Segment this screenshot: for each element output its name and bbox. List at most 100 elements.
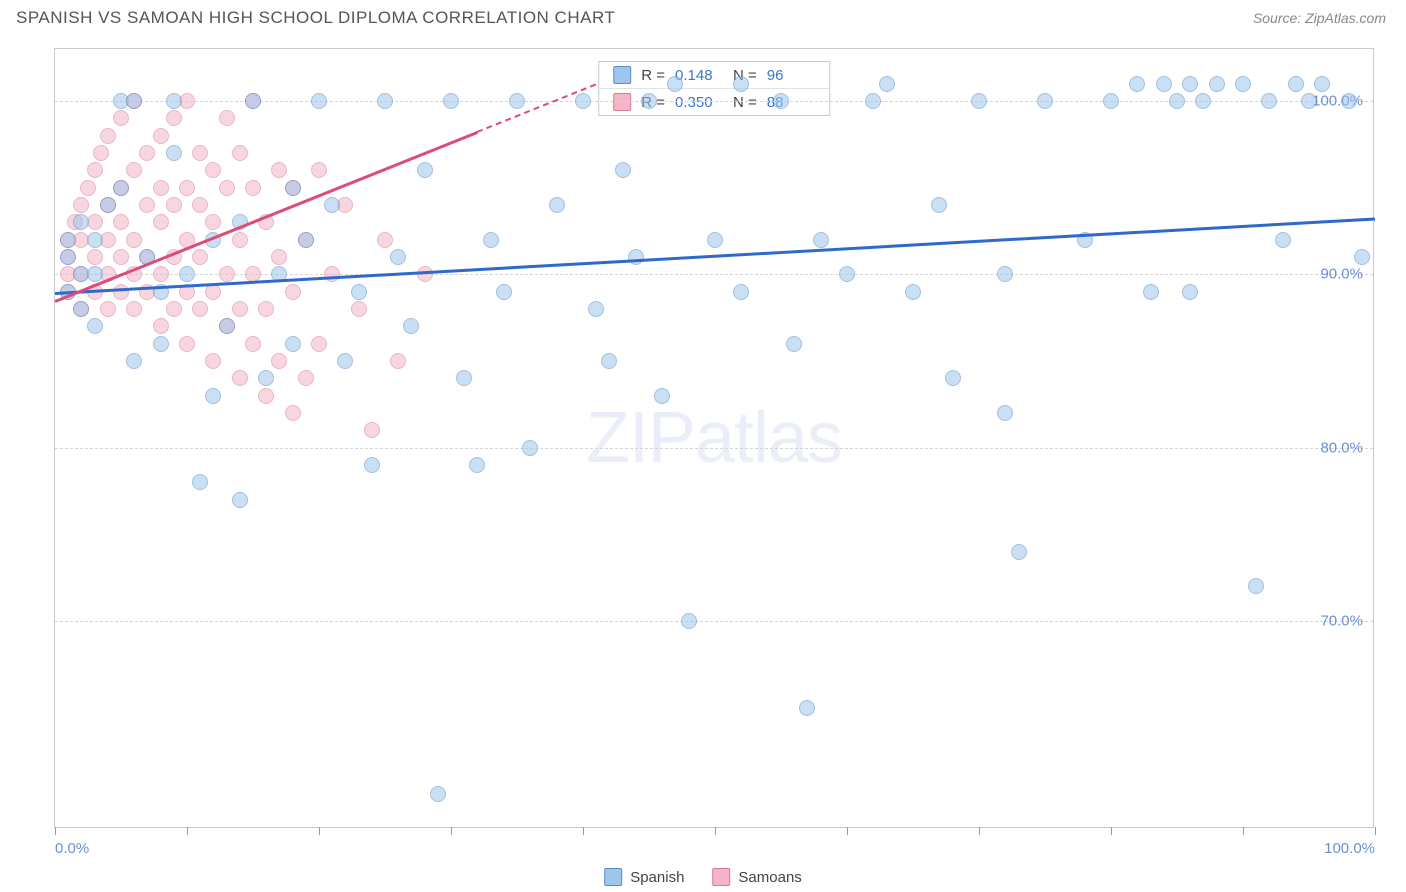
data-point: [786, 336, 802, 352]
data-point: [219, 180, 235, 196]
data-point: [337, 353, 353, 369]
legend-item-spanish: Spanish: [604, 868, 684, 886]
scatter-chart: ZIPatlas R = 0.148 N = 96 R = 0.350 N = …: [54, 48, 1374, 828]
data-point: [153, 214, 169, 230]
data-point: [298, 232, 314, 248]
data-point: [219, 110, 235, 126]
data-point: [205, 388, 221, 404]
data-point: [93, 145, 109, 161]
trend-line: [477, 84, 597, 133]
data-point: [839, 266, 855, 282]
x-tick: [187, 827, 188, 835]
data-point: [113, 110, 129, 126]
data-point: [258, 370, 274, 386]
data-point: [153, 266, 169, 282]
data-point: [298, 370, 314, 386]
data-point: [205, 214, 221, 230]
legend-label-spanish: Spanish: [630, 869, 684, 886]
data-point: [166, 197, 182, 213]
data-point: [232, 492, 248, 508]
x-tick-label: 0.0%: [55, 840, 89, 857]
data-point: [258, 301, 274, 317]
x-tick: [715, 827, 716, 835]
data-point: [377, 93, 393, 109]
data-point: [1011, 544, 1027, 560]
watermark-bold: ZIP: [586, 398, 695, 478]
x-tick: [979, 827, 980, 835]
data-point: [351, 284, 367, 300]
data-point: [311, 93, 327, 109]
data-point: [153, 128, 169, 144]
data-point: [707, 232, 723, 248]
data-point: [113, 284, 129, 300]
n-value-spanish: 96: [767, 67, 815, 84]
watermark-light: atlas: [695, 398, 842, 478]
x-tick: [583, 827, 584, 835]
data-point: [113, 249, 129, 265]
data-point: [733, 284, 749, 300]
data-point: [324, 266, 340, 282]
data-point: [654, 388, 670, 404]
data-point: [403, 318, 419, 334]
data-point: [667, 76, 683, 92]
data-point: [192, 145, 208, 161]
data-point: [100, 128, 116, 144]
data-point: [166, 145, 182, 161]
data-point: [1156, 76, 1172, 92]
r-label: R =: [641, 67, 665, 84]
data-point: [324, 197, 340, 213]
data-point: [456, 370, 472, 386]
data-point: [205, 162, 221, 178]
data-point: [1235, 76, 1251, 92]
data-point: [641, 93, 657, 109]
data-point: [73, 214, 89, 230]
data-point: [87, 232, 103, 248]
data-point: [1143, 284, 1159, 300]
data-point: [153, 336, 169, 352]
data-point: [192, 301, 208, 317]
data-point: [192, 474, 208, 490]
data-point: [232, 232, 248, 248]
data-point: [285, 336, 301, 352]
data-point: [139, 145, 155, 161]
data-point: [245, 180, 261, 196]
watermark-text: ZIPatlas: [586, 397, 842, 479]
data-point: [733, 76, 749, 92]
data-point: [232, 145, 248, 161]
data-point: [285, 405, 301, 421]
data-point: [615, 162, 631, 178]
data-point: [469, 457, 485, 473]
correlation-legend: R = 0.148 N = 96 R = 0.350 N = 88: [598, 61, 830, 116]
data-point: [166, 301, 182, 317]
data-point: [1288, 76, 1304, 92]
data-point: [232, 370, 248, 386]
data-point: [1354, 249, 1370, 265]
data-point: [245, 336, 261, 352]
data-point: [997, 405, 1013, 421]
data-point: [192, 197, 208, 213]
x-tick: [847, 827, 848, 835]
data-point: [1341, 93, 1357, 109]
data-point: [245, 93, 261, 109]
x-tick: [1111, 827, 1112, 835]
data-point: [483, 232, 499, 248]
data-point: [588, 301, 604, 317]
gridline: [55, 621, 1373, 622]
data-point: [179, 180, 195, 196]
x-tick: [451, 827, 452, 835]
x-tick: [55, 827, 56, 835]
x-tick: [1243, 827, 1244, 835]
data-point: [1182, 76, 1198, 92]
data-point: [205, 284, 221, 300]
data-point: [258, 388, 274, 404]
data-point: [443, 93, 459, 109]
data-point: [417, 266, 433, 282]
data-point: [87, 318, 103, 334]
data-point: [931, 197, 947, 213]
data-point: [1314, 76, 1330, 92]
data-point: [905, 284, 921, 300]
data-point: [166, 110, 182, 126]
data-point: [73, 197, 89, 213]
x-tick: [319, 827, 320, 835]
data-point: [100, 301, 116, 317]
